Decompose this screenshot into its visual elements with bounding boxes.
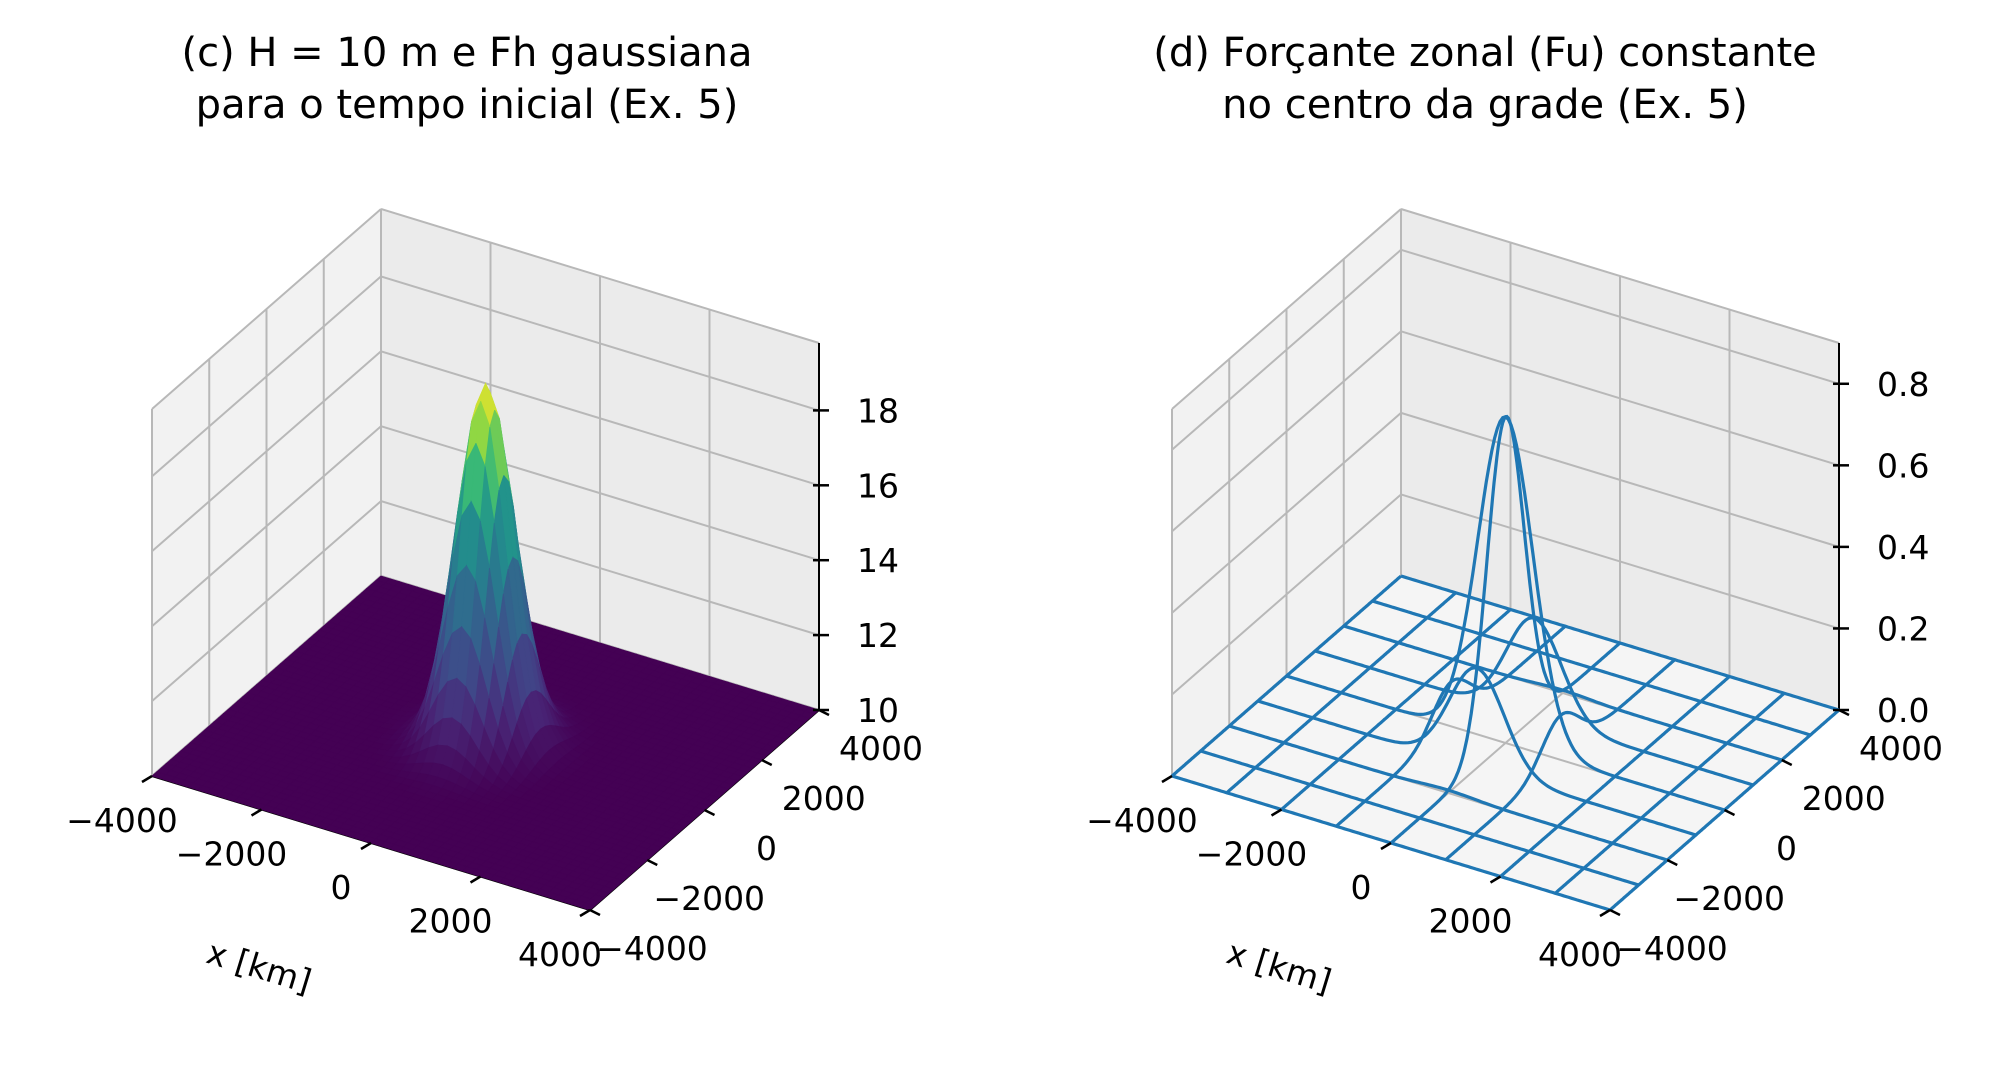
x-tick-label: 2000 [1429,902,1513,941]
y-tick-label: 2000 [782,779,866,818]
y-tick-mark [703,808,716,817]
pane-edge [1171,208,1402,410]
x-tick-label: 2000 [409,902,493,941]
y-tick-label: −2000 [653,879,765,918]
y-tick-label: 4000 [1859,729,1943,768]
y-tick-label: −4000 [596,929,708,968]
z-gridline [151,425,382,627]
z-gridline [380,350,820,487]
x-tick-mark [1161,774,1173,784]
wireframe-line [1554,692,1786,895]
x-tick-label: −4000 [1086,801,1198,840]
z-gridline [151,500,382,702]
y-tick-mark [589,908,601,917]
y-tick-label: 0 [1776,829,1797,868]
z-gridline [1171,330,1402,533]
x-tick-mark [250,808,263,817]
y-tick-label: −4000 [1616,929,1728,968]
y-tick-label: 4000 [839,729,923,768]
wireframe-line [1444,658,1676,861]
wireframe-mesh [1170,414,1841,912]
z-tick-label: 0.0 [1877,691,1929,730]
z-tick-label: 0.2 [1877,609,1929,648]
chart-title-line2: para o tempo inicial (Ex. 5) [196,82,739,128]
z-gridline [380,275,820,412]
x-tick-mark [1599,908,1611,918]
z-gridline [1171,249,1402,451]
z-gridline [1171,412,1402,614]
y-tick-mark [646,858,658,867]
z-gridline [1400,411,1840,548]
z-tick-label: 0.8 [1877,365,1929,404]
chart-title-line1: (d) Forçante zonal (Fu) constante [1153,30,1817,76]
x-tick-mark [469,875,482,884]
x-axis-label: x [km] [202,932,316,1001]
wireframe-line [1389,414,1622,845]
y-tick-mark [1781,758,1793,767]
y-tick-mark [1666,858,1678,867]
z-tick-label: 12 [857,616,899,655]
y-tick-mark [1723,808,1736,817]
chart-panel-d: (d) Forçante zonal (Fu) constante no cen… [1086,30,1943,1001]
chart-title-line1: (c) H = 10 m e Fh gaussiana [181,30,752,76]
z-gridline [1171,493,1402,696]
z-tick-label: 16 [857,466,899,505]
z-gridline [151,275,382,478]
y-tick-label: 0 [756,829,777,868]
x-tick-label: 0 [331,868,352,907]
x-tick-label: −2000 [1196,835,1308,874]
chart-title-line2: no centro da grade (Ex. 5) [1222,82,1748,128]
x-tick-mark [141,774,153,784]
z-gridline [1400,248,1840,385]
z-tick-label: 14 [857,541,899,580]
chart-panel-c: (c) H = 10 m e Fh gaussiana para o tempo… [66,30,923,1001]
pane-edge [1400,208,1840,344]
y-tick-mark [1609,908,1621,917]
x-tick-label: −4000 [66,801,178,840]
z-tick-label: 0.4 [1877,528,1929,567]
y-tick-mark [761,758,773,767]
x-tick-label: 0 [1351,868,1372,907]
pane-edge [380,208,820,344]
x-tick-mark [1380,841,1392,851]
x-tick-mark [579,908,591,918]
wireframe-line [1499,675,1731,878]
surface-mesh [151,382,820,911]
wireframe-line [1335,624,1567,828]
x-tick-label: −2000 [176,835,288,874]
y-tick-label: 2000 [1802,779,1886,818]
x-tick-mark [1489,875,1502,884]
wireframe-line [1280,608,1512,811]
z-gridline [380,500,820,637]
z-tick-label: 10 [857,691,899,730]
z-gridline [151,350,382,553]
z-gridline [1400,330,1840,467]
x-tick-mark [360,841,372,851]
surface-patch [580,902,596,911]
wireframe-line [1225,591,1457,794]
y-tick-label: −2000 [1673,879,1785,918]
x-tick-label: 4000 [518,935,602,974]
x-axis-label: x [km] [1222,932,1336,1001]
z-tick-label: 0.6 [1877,446,1929,485]
x-tick-label: 4000 [1538,935,1622,974]
z-gridline [1400,493,1840,630]
z-tick-label: 18 [857,391,899,430]
z-gridline [380,425,820,562]
pane-edge [151,208,382,410]
wireframe-line [1170,574,1403,778]
x-tick-mark [1270,808,1283,817]
